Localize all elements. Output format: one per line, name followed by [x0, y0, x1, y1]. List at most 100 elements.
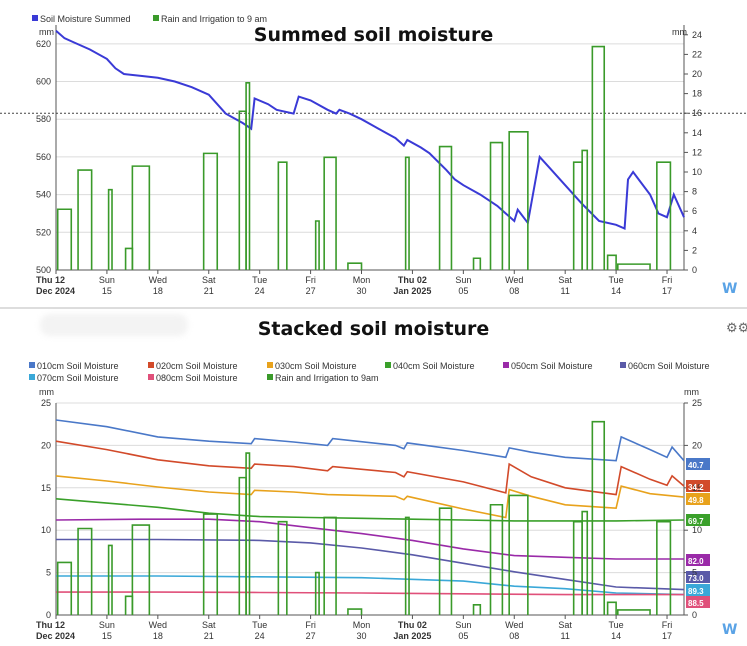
x-tick-label: Tue — [252, 620, 267, 630]
series-line-0 — [55, 419, 685, 462]
rain-bar — [323, 156, 337, 270]
y-tick-label-left: 20 — [41, 440, 51, 450]
gear-icon[interactable]: ⚙⚙ — [726, 320, 747, 335]
rain-bar — [277, 520, 288, 615]
y-tick-label-right: 10 — [692, 525, 702, 535]
series-line-0 — [55, 29, 685, 230]
x-tick-label: Sat — [558, 275, 572, 285]
rain-bar — [107, 544, 113, 615]
legend-swatch — [148, 374, 154, 380]
rain-bar — [617, 609, 651, 615]
end-value-label: 40.7 — [688, 461, 704, 470]
x-tick-label: Fri — [662, 275, 673, 285]
rain-bar — [107, 188, 113, 270]
x-tick-label: 11 — [561, 631, 570, 641]
rain-bar — [56, 561, 73, 615]
rain-bar — [472, 257, 482, 270]
y-tick-label-right: 15 — [692, 483, 702, 493]
x-tick-label: Sat — [558, 620, 572, 630]
y-tick-label-right: 4 — [692, 226, 697, 236]
rain-bar — [508, 131, 529, 270]
rain-bar — [404, 516, 410, 615]
legend-entry: 020cm Soil Moisture — [156, 361, 238, 371]
legend-swatch — [385, 362, 391, 368]
x-tick-label: 27 — [306, 286, 316, 296]
x-tick-label: 14 — [611, 631, 621, 641]
x-tick-label: 30 — [357, 631, 367, 641]
y-tick-label-left: 25 — [41, 398, 51, 408]
logo-w: W — [722, 281, 738, 297]
legend-entry: Rain and Irrigation to 9 am — [161, 14, 267, 24]
rain-bar — [347, 262, 363, 270]
rain-bar — [489, 141, 504, 270]
legend-swatch — [153, 15, 159, 21]
rain-bar — [581, 149, 589, 270]
end-value-label: 49.8 — [688, 496, 704, 505]
rain-bar — [656, 161, 672, 270]
legend-swatch — [267, 362, 273, 368]
end-value-label: 88.5 — [688, 599, 704, 608]
y-tick-label-right: 22 — [692, 49, 702, 59]
x-tick-label: 15 — [102, 631, 112, 641]
rain-bar — [472, 604, 482, 615]
rain-bar — [508, 494, 529, 615]
x-tick-label: 08 — [509, 286, 519, 296]
x-tick-label: Jan 2025 — [393, 631, 431, 641]
legend-entry: 080cm Soil Moisture — [156, 373, 238, 383]
legend-entry: Soil Moisture Summed — [40, 14, 131, 24]
x-tick-label: Mon — [353, 275, 371, 285]
x-tick-label: 17 — [662, 286, 672, 296]
x-tick-label: 05 — [458, 286, 468, 296]
y-tick-label-left: 5 — [46, 568, 51, 578]
series-line-7 — [56, 591, 684, 596]
end-value-box — [686, 514, 710, 526]
series-line-2 — [55, 475, 685, 519]
x-tick-label: Thu 12 — [36, 275, 65, 285]
rain-bar — [131, 524, 151, 615]
x-tick-label: Sun — [99, 620, 115, 630]
rain-bar — [572, 520, 583, 615]
x-tick-label: Jan 2025 — [393, 286, 431, 296]
chart-0 — [0, 15, 747, 274]
legend-entry: 030cm Soil Moisture — [275, 361, 357, 371]
end-value-box — [686, 571, 710, 583]
series-line-3 — [55, 498, 685, 522]
y-tick-label-right: 18 — [692, 89, 702, 99]
y-tick-label-left: 580 — [36, 114, 51, 124]
rain-bar — [581, 510, 589, 615]
blurred-header-area — [40, 314, 188, 336]
rain-bar — [438, 507, 453, 615]
rain-bar — [277, 161, 288, 270]
rain-bar — [56, 208, 73, 270]
x-tick-label: Wed — [149, 275, 167, 285]
y-tick-label-right: 5 — [692, 568, 697, 578]
x-tick-label: Sat — [202, 275, 216, 285]
left-unit-label: mm — [39, 27, 54, 37]
rain-bar — [314, 220, 320, 270]
chart-1 — [29, 362, 710, 619]
rain-bar — [591, 45, 606, 270]
logo-w-bottom: W — [722, 622, 738, 638]
legend-entry: 040cm Soil Moisture — [393, 361, 475, 371]
legend-entry: 070cm Soil Moisture — [37, 373, 119, 383]
rain-bar — [77, 527, 93, 615]
x-tick-label: 14 — [611, 286, 621, 296]
x-tick-label: Mon — [353, 620, 371, 630]
y-tick-label-right: 24 — [692, 30, 702, 40]
x-tick-label: 05 — [458, 631, 468, 641]
chart-title-stacked: Stacked soil moisture — [257, 318, 490, 340]
rain-bar — [238, 110, 247, 270]
x-tick-label: 17 — [662, 631, 672, 641]
y-tick-label-right: 16 — [692, 108, 702, 118]
y-tick-label-right: 25 — [692, 398, 702, 408]
y-tick-label-right: 12 — [692, 147, 702, 157]
series-line-1 — [55, 440, 685, 496]
x-tick-label: 11 — [561, 286, 570, 296]
rain-bar — [438, 145, 453, 270]
x-tick-label: 24 — [255, 286, 265, 296]
y-tick-label-right: 20 — [692, 440, 702, 450]
end-value-box — [686, 480, 710, 492]
y-tick-label-right: 6 — [692, 206, 697, 216]
x-tick-label: Wed — [505, 620, 523, 630]
end-value-label: 82.0 — [688, 557, 704, 566]
